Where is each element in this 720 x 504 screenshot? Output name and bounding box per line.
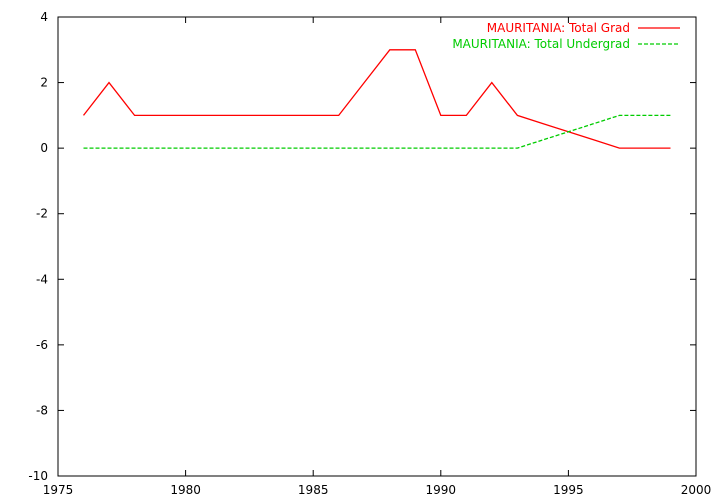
x-tick-label: 1995	[553, 483, 584, 497]
x-tick-label: 1980	[170, 483, 201, 497]
x-tick-label: 1985	[298, 483, 329, 497]
series-lines	[82, 49, 671, 149]
y-tick-label: -6	[36, 338, 48, 352]
legend-label-undergrad: MAURITANIA: Total Undergrad	[452, 37, 630, 51]
series-line-0	[82, 49, 671, 149]
series-line-1	[83, 114, 671, 149]
legend: MAURITANIA: Total Grad MAURITANIA: Total…	[452, 21, 680, 51]
plot-frame	[57, 16, 697, 477]
legend-label-grad: MAURITANIA: Total Grad	[487, 21, 630, 35]
y-tick-label: 4	[40, 10, 48, 24]
x-tick-label: 1975	[43, 483, 74, 497]
y-tick-label: -8	[36, 403, 48, 417]
x-tick-label: 1990	[426, 483, 457, 497]
axis-ticks	[57, 16, 697, 477]
x-tick-label: 2000	[681, 483, 712, 497]
y-tick-label: 2	[40, 76, 48, 90]
y-tick-label: -2	[36, 207, 48, 221]
y-tick-label: -10	[28, 469, 48, 483]
axis-tick-labels: 1975 1980 1985 1990 1995 2000 4 2 0 -2 -4 -6 -8 -10	[28, 10, 711, 497]
y-tick-label: -4	[36, 272, 48, 286]
y-tick-label: 0	[40, 141, 48, 155]
